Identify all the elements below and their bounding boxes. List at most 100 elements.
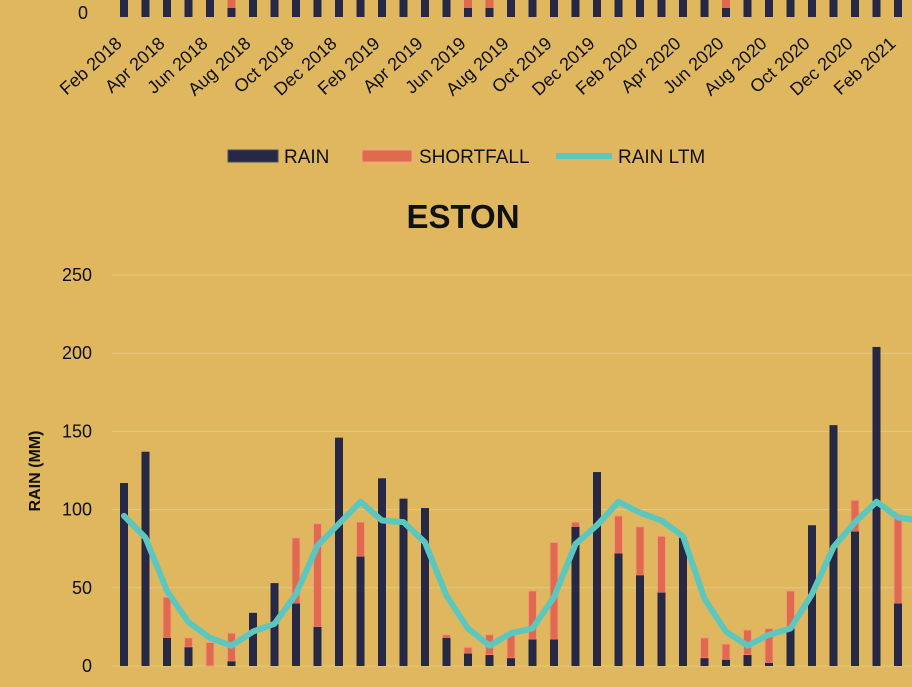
shortfall-bar [721, 643, 731, 661]
y-axis-ticks: 0 50 100 150 200 250 [62, 265, 92, 676]
rain-bar [636, 575, 644, 666]
rain-bar [743, 655, 752, 666]
rain-bar [141, 451, 150, 666]
rain-bar [184, 647, 193, 666]
top-rain-bar [206, 0, 214, 17]
y-tick-label: 200 [62, 343, 92, 363]
top-rain-bar [528, 0, 537, 17]
top-rain-bar [292, 0, 300, 17]
top-rain-bar [808, 0, 816, 17]
rain-bar [507, 658, 515, 666]
top-rain-bar [485, 0, 494, 17]
shortfall-bar [657, 535, 666, 593]
top-rain-bar [593, 0, 601, 17]
top-rain-bar [421, 0, 429, 17]
top-rain-bar [851, 0, 859, 17]
y-tick-label: 100 [62, 500, 92, 520]
top-rain-bar [679, 0, 687, 17]
legend: RAIN SHORTFALL RAIN LTM [227, 147, 705, 168]
top-rain-bar [442, 0, 451, 17]
chart-title: ESTON [406, 198, 519, 235]
top-rain-bar [829, 0, 838, 17]
shortfall-bar [893, 516, 903, 604]
rain-bar [851, 531, 859, 666]
shortfall-bar [162, 596, 172, 639]
top-rain-bar [335, 0, 343, 17]
top-rain-bar [507, 0, 515, 17]
top-rain-bar [786, 0, 795, 17]
legend-label-shortfall: SHORTFALL [419, 147, 530, 168]
top-rain-bar [636, 0, 644, 17]
shortfall-bar [356, 521, 365, 558]
rain-bar [292, 603, 300, 666]
rain-bar [249, 612, 257, 666]
rain-bar [485, 655, 494, 666]
top-y-tick-0: 0 [78, 3, 88, 23]
top-rain-bar [399, 0, 408, 17]
top-rain-bar [249, 0, 257, 17]
rain-bar [421, 508, 429, 666]
top-rain-bar [270, 0, 279, 17]
top-shortfall-bar [722, 0, 730, 8]
legend-swatch-shortfall [361, 149, 413, 163]
rain-bar [765, 662, 773, 666]
top-rain-bar [227, 0, 236, 17]
top-rain-bar [872, 0, 881, 17]
top-rain-bar [120, 0, 128, 17]
rain-bar [593, 472, 601, 666]
rain-bar [335, 437, 343, 666]
rain-bar [356, 556, 365, 666]
top-rain-bar [141, 0, 150, 17]
rain-bar [872, 346, 881, 666]
rain-bar [571, 526, 580, 666]
y-tick-label: 150 [62, 421, 92, 441]
shortfall-bar [635, 526, 645, 576]
top-shortfall-bar [227, 0, 236, 8]
rain-bar [679, 537, 687, 666]
top-shortfall-bar [464, 0, 472, 8]
shortfall-bar [463, 646, 473, 654]
top-shortfall-bar [485, 0, 494, 8]
top-rain-bar [700, 0, 709, 17]
rain-bar [442, 637, 451, 666]
rain-bar [614, 553, 623, 666]
rain-bar [550, 639, 558, 666]
rain-bar [120, 483, 128, 666]
rain-bar [786, 628, 795, 666]
top-rain-bar [163, 0, 171, 17]
top-rain-bar [356, 0, 365, 17]
legend-swatch-rain [227, 149, 279, 163]
shortfall-bar [184, 637, 193, 648]
rain-bar [464, 653, 472, 666]
top-rain-bar [464, 0, 472, 17]
top-rain-bar [765, 0, 773, 17]
top-rain-bar [743, 0, 752, 17]
rain-bar [657, 592, 666, 666]
rain-bar [399, 498, 408, 666]
rain-bar [313, 626, 322, 666]
rain-bar [528, 639, 537, 666]
legend-label-rain-ltm: RAIN LTM [618, 147, 705, 168]
rain-bar [722, 659, 730, 666]
top-rain-bar [657, 0, 666, 17]
rain-ltm-line [121, 498, 912, 649]
shortfall-bar [442, 634, 451, 639]
shortfall-bar [614, 515, 623, 554]
rain-bar [894, 603, 902, 666]
rain-bar [227, 661, 236, 666]
top-rain-bar [378, 0, 386, 17]
y-tick-label: 250 [62, 265, 92, 285]
shortfall-bar [205, 642, 215, 667]
top-rain-bar [614, 0, 623, 17]
y-axis-label: RAIN (MM) [27, 431, 44, 512]
rain-bar [700, 658, 709, 666]
shortfall-bar [700, 637, 709, 659]
bars [120, 346, 903, 667]
top-chart-bars [120, 0, 902, 17]
top-rain-bar [550, 0, 558, 17]
shortfall-bar [571, 521, 580, 528]
y-tick-label: 0 [82, 656, 92, 676]
